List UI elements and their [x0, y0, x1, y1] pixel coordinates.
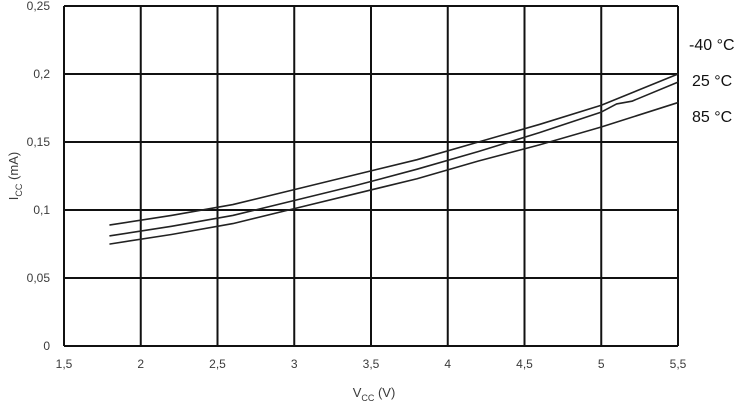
x-tick-label: 4: [444, 357, 451, 371]
series-label: -40 °C: [689, 37, 735, 54]
x-tick-label: 1,5: [56, 357, 73, 371]
x-tick-label: 3,5: [363, 357, 380, 371]
y-tick-label: 0,25: [27, 0, 51, 13]
x-tick-label: 3: [291, 357, 298, 371]
series-line: [109, 73, 679, 226]
x-tick-label: 5: [598, 357, 605, 371]
series-line: [109, 101, 679, 245]
x-axis-label: VCC (V): [353, 385, 396, 403]
x-axis-label-subscript: CC: [361, 393, 374, 403]
y-tick-label: 0,2: [33, 67, 50, 81]
y-axis-label-main: I: [6, 197, 21, 201]
plot-layer: [109, 73, 679, 245]
y-tick-label: 0,15: [27, 135, 51, 149]
series-line: [109, 81, 679, 237]
y-tick-label: 0,05: [27, 271, 51, 285]
x-tick-label: 5,5: [670, 357, 687, 371]
x-tick-label: 4,5: [516, 357, 533, 371]
y-tick-label: 0: [43, 339, 50, 353]
x-tick-label: 2,5: [209, 357, 226, 371]
y-tick-label: 0,1: [33, 203, 50, 217]
x-axis-label-main: V: [353, 385, 362, 400]
tick-layer: 1,5 2 2,5 3 3,5 4 4,5 5 5,5 0 0,05 0,1 0,15 0,2 0,25 -4…: [27, 0, 735, 371]
grid-layer: [63, 5, 679, 347]
y-axis-label-subscript: CC: [14, 183, 24, 196]
x-tick-label: 2: [137, 357, 144, 371]
series-label: 85 °C: [692, 109, 732, 126]
x-axis-label-suffix: (V): [374, 385, 395, 400]
y-axis-label: ICC (mA): [6, 152, 24, 200]
y-axis-label-suffix: (mA): [6, 152, 21, 184]
series-label: 25 °C: [692, 73, 732, 90]
